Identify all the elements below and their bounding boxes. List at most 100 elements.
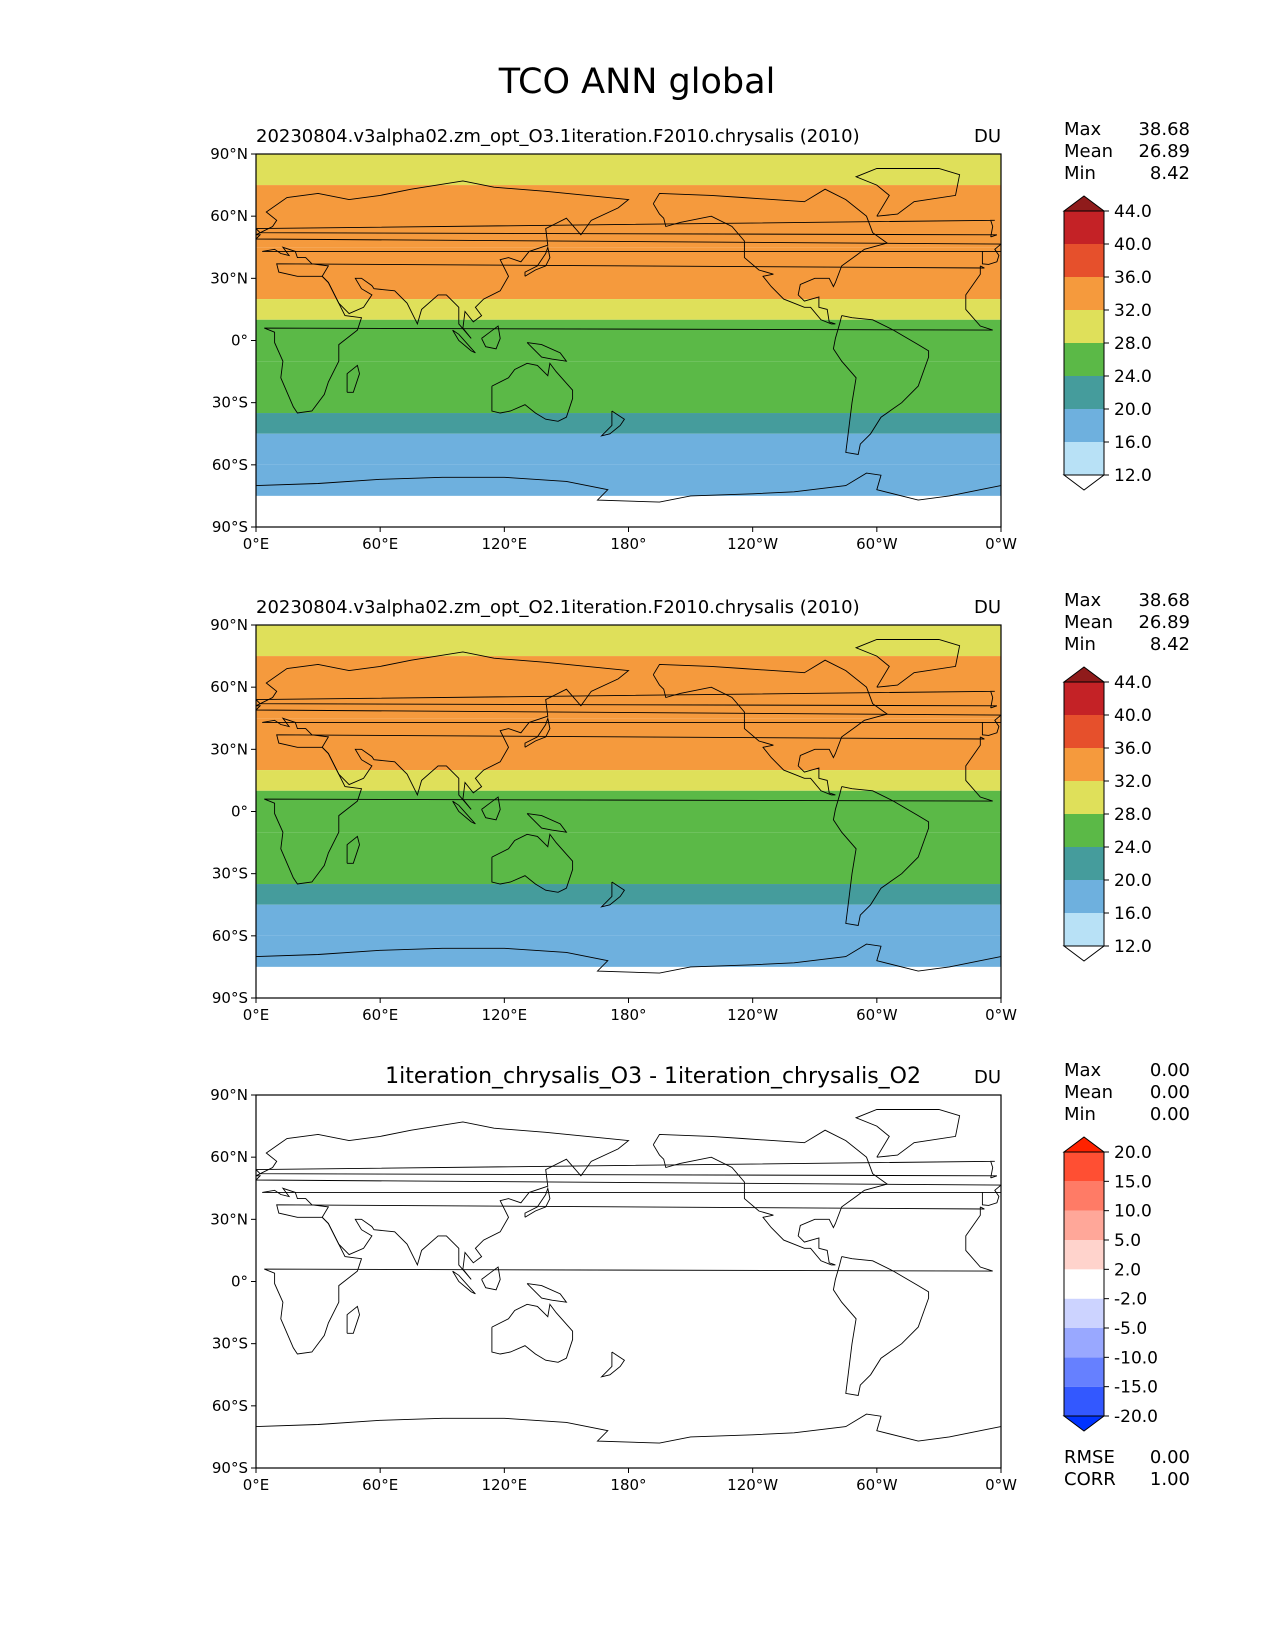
field-layer [256,625,1001,998]
colorbar-bin [1064,376,1104,409]
field-band [256,656,1001,719]
coastline [256,219,998,238]
colorbar-label: 20.0 [1114,400,1152,420]
x-tick-label: 0°W [985,1006,1017,1024]
panel-difference: 0°E 60°E 120°E 180° 120°W 60°W 0°W 90°N 60°N 30°N… [210,1060,1190,1494]
colorbar-frame [1063,1151,1105,1417]
units-label: DU [974,1067,1001,1088]
colorbar-label: 20.0 [1114,1143,1152,1163]
coastline [526,1283,568,1303]
y-tick-label: 0° [231,332,248,350]
y-tick-label: 30°S [212,865,248,883]
field-band [256,832,1001,885]
colorbar-bin [1064,1357,1104,1387]
coastline [854,639,961,688]
colorbar-label: -2.0 [1114,1290,1147,1310]
colorbar-label: -15.0 [1114,1378,1158,1398]
colorbar-label: 24.0 [1114,838,1152,858]
y-tick-label: 0° [231,803,248,821]
colorbar-extend-min [1062,474,1106,491]
colorbar-bin [1064,1298,1104,1328]
coastline [346,364,360,393]
x-tick-label: 60°E [362,535,398,553]
colorbar-extend-min [1062,1415,1106,1432]
field-band [256,185,1001,248]
extra-stat-label: CORR [1064,1469,1116,1490]
colorbar-bin [1064,343,1104,376]
y-tick-label: 30°S [212,394,248,412]
field-band [256,884,1001,905]
colorbar-bin [1064,715,1104,748]
stat-label: Mean [1064,612,1113,633]
colorbar-bin [1064,211,1104,244]
panel-reference-o2: 0°E 60°E 120°E 180° 120°W 60°W 0°W 90°N 60°N 30°N… [210,590,1190,1024]
panel-title: 20230804.v3alpha02.zm_opt_O2.1iteration.… [256,597,860,618]
colorbar-label: 5.0 [1114,1231,1141,1251]
figure-title: TCO ANN global [498,62,776,102]
y-tick-label: 90°S [212,989,248,1007]
coastline [256,651,1001,810]
colorbar-label: 36.0 [1114,739,1152,759]
x-tick-label: 180° [610,535,646,553]
stat-label: Min [1064,1104,1096,1125]
stat-value: 0.00 [1150,1060,1190,1081]
x-tick-label: 0°W [985,535,1017,553]
colorbar-bin [1064,409,1104,442]
colorbar-label: 28.0 [1114,334,1152,354]
colorbar-label: -20.0 [1114,1407,1158,1427]
coastline [600,881,626,908]
x-tick-label: 0°E [243,1476,270,1494]
colorbar-label: 16.0 [1114,433,1152,453]
coastline-layer [256,168,1001,503]
coastline [452,329,476,354]
x-tick-label: 120°E [482,1006,528,1024]
colorbar-bin [1064,913,1104,946]
coastline [524,245,551,277]
coastline [452,800,476,825]
colorbar-label: 40.0 [1114,706,1152,726]
colorbar-bin [1064,310,1104,343]
y-tick-label: 60°N [210,678,248,696]
x-tick-label: 120°E [482,535,528,553]
coastline [832,786,930,927]
extra-stat-label: RMSE [1064,1447,1115,1468]
field-band [256,247,1001,300]
field-band [256,790,1001,833]
coastline [524,716,551,748]
coastline [256,472,1001,503]
y-tick-label: 60°N [210,1148,248,1166]
field-layer [256,154,1001,527]
y-tick-label: 90°N [210,145,248,163]
field-band [256,904,1001,936]
field-band [256,1095,1001,1468]
field-band [256,718,1001,771]
colorbar-label: 32.0 [1114,772,1152,792]
colorbar-label: 28.0 [1114,805,1152,825]
colorbar-bin [1064,880,1104,913]
colorbar-label: -10.0 [1114,1348,1158,1368]
field-band [256,935,1001,967]
field-band [256,413,1001,434]
coastline [481,1266,501,1291]
x-tick-label: 0°E [243,1006,270,1024]
coastline [491,833,574,893]
coastline [264,263,993,414]
stat-label: Mean [1064,141,1113,162]
coastline [652,188,889,325]
stat-value: 8.42 [1150,634,1190,655]
field-band [256,464,1001,496]
y-tick-label: 30°N [210,269,248,287]
colorbar-label: 32.0 [1114,301,1152,321]
coastline-layer [256,1109,1001,1444]
coastline [256,943,1001,974]
x-tick-label: 120°W [727,535,778,553]
colorbar-bin [1064,1152,1104,1182]
x-tick-label: 0°W [985,1476,1017,1494]
stat-label: Max [1064,1060,1102,1081]
y-tick-label: 90°S [212,518,248,536]
panel-title: 20230804.v3alpha02.zm_opt_O3.1iteration.… [256,126,860,147]
stat-value: 8.42 [1150,163,1190,184]
y-tick-label: 60°N [210,207,248,225]
coastline [652,659,889,796]
